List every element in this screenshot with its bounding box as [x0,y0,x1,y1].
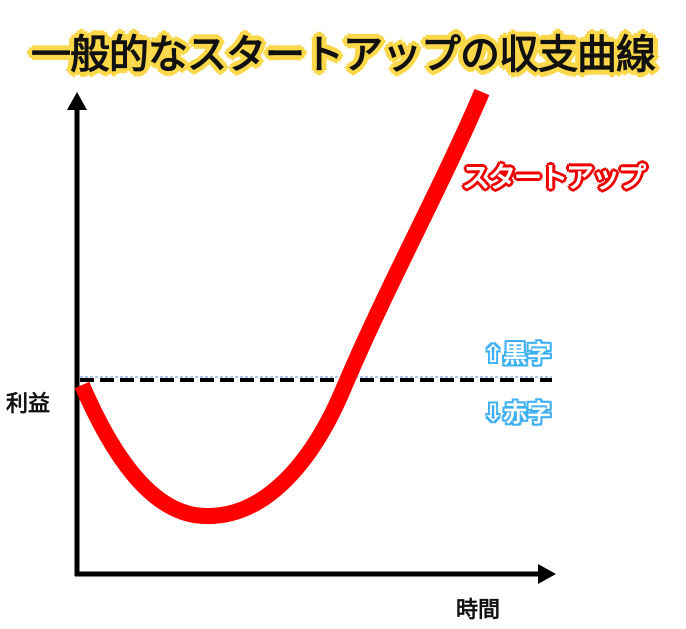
down-arrow-icon: ⇩ [483,399,504,427]
x-axis-label: 時間 [456,598,501,623]
y-axis-arrow-icon [67,92,87,110]
loss-label-text: 赤字 [503,399,552,427]
y-axis-label: 利益 [6,392,51,417]
series-label: スタートアップ [462,161,646,194]
loss-zone-label: ⇩赤字 [483,393,551,428]
x-axis-arrow-icon [538,564,556,584]
startup-curve [74,88,490,525]
chart-title: 一般的なスタートアップの収支曲線 [31,32,656,78]
profit-zone-label: ⇧黒字 [483,334,551,369]
up-arrow-icon: ⇧ [483,340,504,368]
profit-label-text: 黒字 [503,340,552,368]
